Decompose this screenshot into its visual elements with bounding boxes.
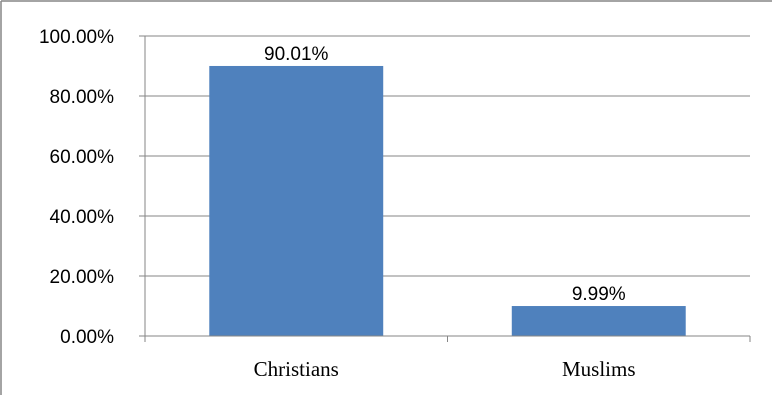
y-tick-label: 0.00% xyxy=(60,327,114,348)
axes xyxy=(139,35,751,342)
y-tick-label: 60.00% xyxy=(50,147,115,168)
y-tick-label: 80.00% xyxy=(50,87,115,108)
bars xyxy=(209,65,686,336)
bar-muslims xyxy=(511,306,686,336)
y-tick-label: 20.00% xyxy=(50,267,115,288)
y-tick-label: 40.00% xyxy=(50,207,115,228)
x-category-label: Muslims xyxy=(562,357,636,381)
data-label: 9.99% xyxy=(572,284,626,305)
bar-christians xyxy=(209,65,384,336)
data-label: 90.01% xyxy=(264,44,329,65)
labels: 0.00% 20.00% 40.00% 60.00% 80.00% 100.00% 90.0… xyxy=(39,27,636,381)
x-category-label: Christians xyxy=(254,357,339,381)
y-tick-label: 100.00% xyxy=(39,27,114,48)
